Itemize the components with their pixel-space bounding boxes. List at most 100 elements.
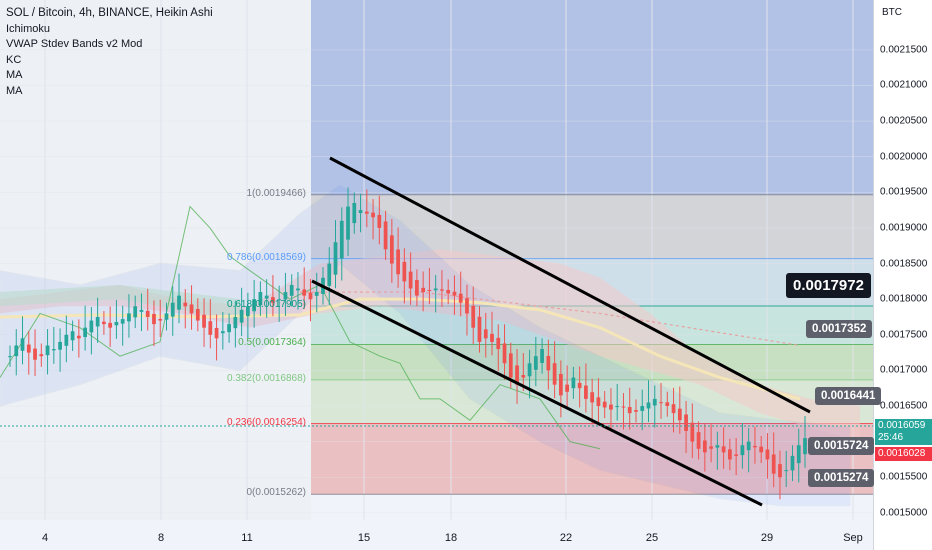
candle-body — [440, 289, 444, 291]
candle-body — [477, 316, 482, 342]
candle-body — [170, 302, 175, 317]
candle-body — [195, 308, 200, 321]
candle-body — [120, 319, 125, 324]
candle-body — [108, 322, 113, 328]
candle-body — [333, 242, 338, 275]
candle-body — [377, 214, 382, 228]
y-tick-label: 0.0018000 — [880, 293, 928, 305]
legend-indicator-ichimoku[interactable]: Ichimoku — [6, 22, 51, 35]
candle-body — [45, 345, 50, 356]
candle-body — [183, 302, 188, 307]
legend-indicator-ma-2[interactable]: MA — [6, 84, 23, 97]
candle-body — [339, 220, 344, 259]
candle-body — [709, 446, 713, 449]
candle-body — [433, 288, 438, 291]
candle-body — [778, 464, 782, 478]
candle-body — [177, 295, 181, 310]
candle-body — [396, 249, 400, 275]
candle-body — [164, 313, 169, 320]
candle-body — [471, 305, 476, 328]
candle-body — [765, 449, 770, 460]
candle-body — [740, 445, 745, 456]
history-shade — [0, 0, 311, 520]
candle-body — [696, 432, 701, 449]
candle-body — [145, 310, 150, 317]
legend-indicator-kc[interactable]: KC — [6, 53, 22, 66]
candle-body — [239, 309, 244, 323]
candle-body — [133, 306, 138, 318]
candle-body — [289, 284, 294, 296]
candle-body — [508, 353, 513, 378]
price-badge-2: 0.0016441 — [815, 387, 882, 405]
legend-title: SOL / Bitcoin, 4h, BINANCE, Heikin Ashi — [6, 7, 213, 19]
candle-body — [677, 408, 682, 421]
channel-upper-line[interactable] — [329, 156, 811, 414]
candle-body — [202, 314, 206, 328]
candle-body — [158, 319, 163, 321]
candle-body — [14, 345, 19, 357]
candle-body — [652, 398, 657, 406]
candle-body — [8, 356, 12, 358]
candle-body — [95, 316, 100, 327]
candle-body — [552, 363, 557, 385]
fib-zone-top — [311, 0, 873, 195]
prev-price-tag: 0.0016028 — [875, 447, 932, 461]
candle-body — [496, 337, 501, 350]
candle-body — [64, 334, 69, 346]
candle-body — [665, 402, 670, 407]
candle-body — [427, 289, 432, 291]
candle-body — [721, 446, 726, 453]
candle-body — [264, 295, 269, 299]
candle-body — [627, 407, 632, 414]
price-badge-4: 0.0015274 — [808, 469, 875, 487]
fib-level-label: 0.618(0.0017905) — [227, 298, 306, 310]
legend-indicator-vwap[interactable]: VWAP Stdev Bands v2 Mod — [6, 38, 143, 50]
candle-body — [364, 211, 369, 214]
candle-body — [258, 292, 263, 306]
candle-body — [690, 422, 695, 442]
candle-body — [20, 338, 25, 351]
candle-body — [358, 210, 363, 214]
fib-level-label: 0.236(0.0016254) — [227, 416, 306, 428]
y-tick-label: 0.0019000 — [880, 222, 928, 234]
candle-body — [784, 470, 789, 472]
candle-body — [584, 385, 588, 399]
y-tick-label: 0.0018500 — [880, 258, 928, 270]
candle-body — [621, 406, 626, 408]
candle-body — [715, 445, 720, 448]
price-badge-1: 0.0017352 — [806, 320, 873, 338]
candle-body — [371, 212, 375, 218]
channel-lower-line[interactable] — [311, 279, 763, 507]
candle-body — [352, 203, 357, 224]
fib-level-label: 0.382(0.0016868) — [227, 372, 306, 384]
candle-body — [51, 349, 56, 351]
candle-body — [314, 292, 319, 296]
candle-body — [540, 349, 544, 363]
legend-indicator-ma-1[interactable]: MA — [6, 69, 23, 81]
ichimoku-cloud — [0, 249, 860, 442]
x-tick-label: 15 — [357, 532, 371, 544]
x-tick-label: 18 — [444, 532, 458, 544]
candle-body — [753, 445, 757, 448]
candle-body — [227, 324, 231, 333]
y-tick-label: 0.0017000 — [880, 364, 928, 376]
candle-body — [728, 449, 732, 460]
candle-body — [214, 328, 219, 339]
candle-body — [615, 406, 620, 408]
y-tick-label: 0.0019500 — [880, 186, 928, 198]
candle-body — [746, 441, 751, 451]
candle-body — [521, 375, 526, 378]
last-price-value: 0.0016059 — [878, 420, 926, 431]
candle-body — [771, 454, 776, 474]
candle-body — [346, 206, 350, 240]
candle-body — [421, 287, 426, 293]
candle-body — [634, 410, 638, 412]
candle-body — [76, 335, 81, 339]
fib-zone-1-786 — [311, 194, 873, 259]
candle-body — [571, 377, 576, 389]
x-tick-label: 8 — [157, 532, 165, 544]
candle-body — [796, 445, 801, 464]
candle-body — [577, 382, 582, 389]
